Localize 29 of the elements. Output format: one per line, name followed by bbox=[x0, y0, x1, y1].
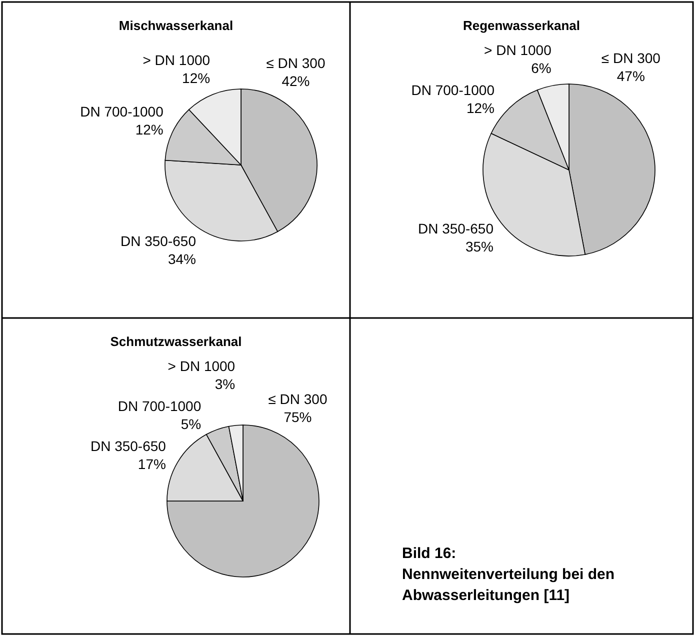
slice-label: DN 350-650 bbox=[120, 233, 196, 250]
data-label: 12% bbox=[182, 70, 210, 86]
slice-label: DN 350-650 bbox=[418, 220, 494, 237]
slice-label: DN 350-650 bbox=[90, 438, 166, 454]
data-label: 42% bbox=[282, 73, 310, 89]
slice-label: DN 700-1000 bbox=[411, 82, 495, 98]
slice-label: ≤ DN 300 bbox=[268, 391, 328, 407]
chart-title: Regenwasserkanal bbox=[462, 18, 580, 33]
slice-label: DN 700-1000 bbox=[80, 104, 164, 120]
data-label: 75% bbox=[284, 409, 312, 425]
chart-title: Mischwasserkanal bbox=[118, 18, 234, 33]
data-label: 34% bbox=[168, 251, 196, 268]
data-label: 6% bbox=[531, 60, 552, 76]
data-label: 3% bbox=[214, 376, 236, 392]
slice-label: ≤ DN 300 bbox=[601, 50, 661, 66]
slice-label: > DN 1000 bbox=[142, 52, 210, 68]
chart-title: Schmutzwasserkanal bbox=[110, 334, 242, 349]
data-label: 12% bbox=[466, 100, 494, 116]
text: Nennweitenverteilung bei den Abwasserleitungen [11] bbox=[402, 566, 615, 604]
data-label: 5% bbox=[180, 416, 202, 432]
text: Bild 16: bbox=[402, 545, 456, 562]
data-label: 12% bbox=[135, 122, 164, 138]
data-label: 47% bbox=[616, 68, 645, 84]
slice-label: DN 700-1000 bbox=[118, 398, 202, 414]
data-label: 35% bbox=[465, 238, 494, 255]
slice-label: > DN 1000 bbox=[168, 358, 236, 374]
slice-label: ≤ DN 300 bbox=[266, 55, 326, 71]
slice-label: > DN 1000 bbox=[484, 42, 552, 58]
data-label: 17% bbox=[138, 456, 166, 472]
